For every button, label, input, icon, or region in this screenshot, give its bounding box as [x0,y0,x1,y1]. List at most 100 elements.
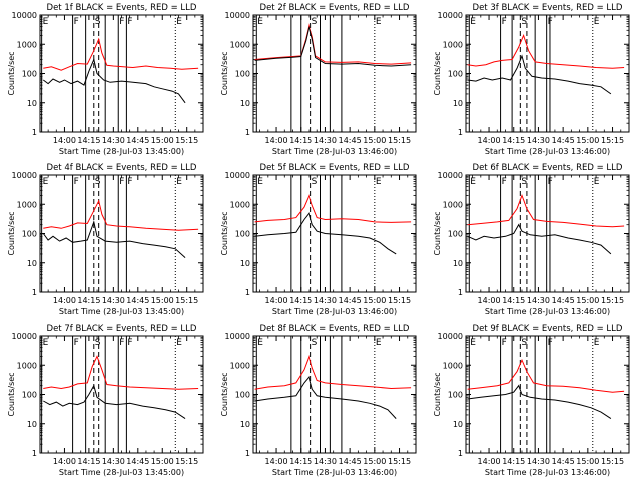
event-marker-label: F [127,177,132,187]
x-tick-label: 15:00 [363,296,386,305]
chart-panel: 1 10 100 1000 10000 14:00 14:15 14:30 14:45 15:00… [220,3,417,156]
chart-panel: 1 10 100 1000 10000 14:00 14:15 14:30 14:45 15:00… [7,163,204,316]
plot-frame [39,335,204,454]
x-tick-label: 15:00 [151,136,174,145]
event-marker-label: E [257,338,263,348]
x-axis-label: Start Time (28-Jul-03 13:46:00) [485,307,610,316]
event-marker-label: F [74,338,79,348]
x-tick-label: 15:15 [601,296,624,305]
x-tick-label: 14:45 [339,296,362,305]
y-tick-label: 1000 [443,40,463,49]
x-tick-label: 14:00 [265,136,288,145]
y-tick-label: 1000 [230,361,250,370]
x-axis-label: Start Time (28-Jul-03 13:45:00) [59,468,184,477]
x-tick-label: 15:00 [363,457,386,466]
y-tick-label: 100 [448,391,463,400]
series-line [467,358,625,393]
y-tick-label: 1000 [17,200,37,209]
x-tick-label: 14:15 [77,296,100,305]
x-tick-label: 15:00 [151,296,174,305]
chart-panel: 1 10 100 1000 10000 14:00 14:15 14:30 14:45 15:00… [433,324,630,477]
x-tick-label: 14:45 [126,457,149,466]
x-tick-label: 14:30 [314,136,337,145]
x-tick-label: 14:00 [478,296,501,305]
y-tick-label: 10000 [12,11,37,20]
plot-frame [39,14,204,133]
event-marker-label: E [470,177,476,187]
y-tick-label: 1 [245,288,250,297]
x-tick-label: 15:15 [388,457,411,466]
x-tick-label: 14:00 [478,457,501,466]
x-tick-label: 14:15 [77,457,100,466]
x-axis-label: Start Time (28-Jul-03 13:46:00) [272,468,397,477]
event-marker-label: E [43,338,49,348]
y-axis-label: Counts/sec [433,372,442,416]
x-tick-label: 15:15 [175,136,198,145]
x-tick-label: 14:45 [552,457,575,466]
chart-panel: 1 10 100 1000 10000 14:00 14:15 14:30 14:45 15:00… [7,324,204,477]
x-tick-label: 14:15 [77,136,100,145]
x-tick-label: 15:15 [175,296,198,305]
chart-title: Det 3f BLACK = Events, RED = LLD [473,3,623,13]
y-tick-label: 1 [32,128,37,137]
event-marker-label: E [43,17,49,27]
x-tick-label: 14:15 [502,296,525,305]
plot-frame [39,174,204,293]
y-tick-label: 1000 [443,361,463,370]
x-tick-label: 15:00 [576,296,599,305]
event-marker-label: E [176,177,182,187]
chart-title: Det 2f BLACK = Events, RED = LLD [260,3,410,13]
x-tick-label: 14:30 [527,296,550,305]
y-tick-label: 10000 [225,332,250,341]
x-tick-label: 14:30 [527,457,550,466]
event-marker-label: S [521,177,527,187]
series-line [467,384,612,420]
y-tick-label: 1 [32,288,37,297]
event-marker-label: S [95,177,101,187]
event-marker-label: S [312,17,318,27]
x-tick-label: 15:00 [576,457,599,466]
x-axis-label: Start Time (28-Jul-03 13:45:00) [59,147,184,156]
event-marker-label: E [257,177,263,187]
y-tick-label: 100 [22,391,37,400]
x-tick-label: 14:00 [478,136,501,145]
series-line [254,212,397,255]
y-tick-label: 10000 [225,11,250,20]
y-tick-label: 10 [240,420,250,429]
x-tick-label: 14:15 [289,296,312,305]
chart-panel: 1 10 100 1000 10000 14:00 14:15 14:30 14:45 15:00… [7,3,204,156]
series-line [43,384,186,420]
y-axis-label: Counts/sec [220,211,229,255]
y-tick-label: 1 [458,288,463,297]
series-line [43,37,199,71]
event-marker-label: E [376,338,382,348]
y-tick-label: 10 [240,99,250,108]
event-marker-label: S [95,17,101,27]
event-marker-label: F [502,17,507,27]
y-axis-label: Counts/sec [7,51,16,95]
y-tick-label: 1 [32,449,37,458]
event-marker-label: F [119,17,124,27]
chart-panel: 1 10 100 1000 10000 14:00 14:15 14:30 14:45 15:00… [220,324,417,477]
event-marker-label: S [521,338,527,348]
chart-panel: 1 10 100 1000 10000 14:00 14:15 14:30 14:45 15:00… [433,3,630,156]
x-tick-label: 14:30 [314,457,337,466]
event-marker-label: E [470,338,476,348]
y-tick-label: 1000 [17,361,37,370]
y-tick-label: 10 [453,420,463,429]
chart-title: Det 1f BLACK = Events, RED = LLD [47,3,197,13]
x-tick-label: 14:30 [102,296,125,305]
y-axis-label: Counts/sec [433,211,442,255]
y-axis-label: Counts/sec [220,51,229,95]
plot-frame [252,174,417,293]
x-axis-label: Start Time (28-Jul-03 13:46:00) [272,307,397,316]
event-marker-label: F [502,338,507,348]
x-tick-label: 14:00 [265,457,288,466]
y-tick-label: 100 [235,230,250,239]
y-tick-label: 100 [448,230,463,239]
chart-title: Det 7f BLACK = Events, RED = LLD [47,324,197,334]
event-marker-label: S [95,338,101,348]
y-tick-label: 10000 [225,171,250,180]
y-tick-label: 10000 [12,332,37,341]
event-marker-label: E [257,17,263,27]
